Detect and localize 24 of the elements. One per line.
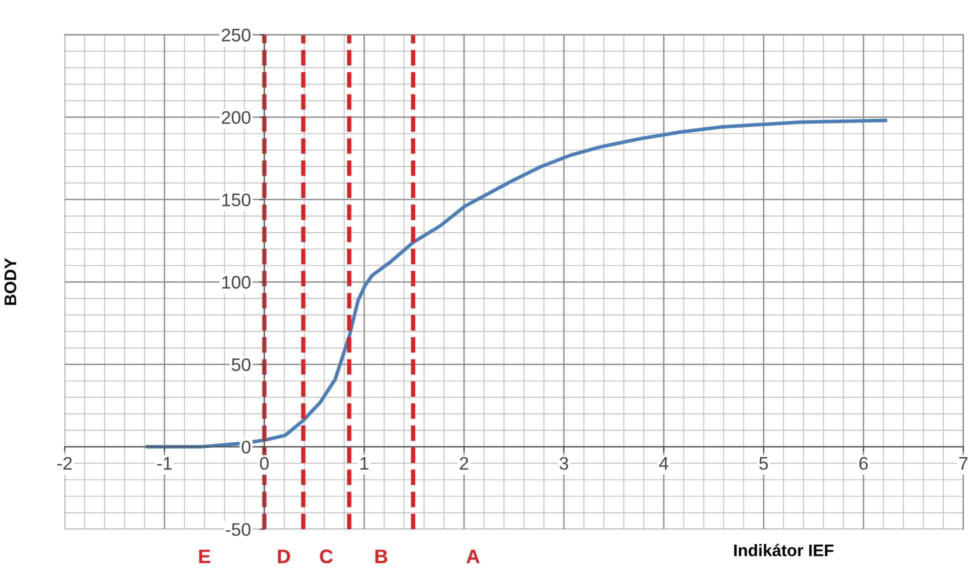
- y-tick-label: 150: [222, 193, 250, 206]
- x-tick-label: 2: [460, 456, 468, 470]
- y-tick-label: 250: [222, 28, 250, 42]
- y-tick-label: 0: [242, 440, 250, 454]
- text: D: [278, 550, 290, 564]
- x-tick-label: 0: [260, 456, 269, 470]
- text: C: [320, 550, 333, 564]
- x-tick-label: 3: [560, 456, 568, 470]
- text: E: [199, 550, 210, 564]
- y-tick-label: -50: [226, 523, 250, 536]
- text: B: [375, 550, 388, 564]
- x-tick-label: 7: [959, 457, 968, 470]
- y-tick-label: 200: [222, 111, 250, 124]
- x-tick-label: -1: [157, 457, 172, 470]
- y-tick-label: 100: [222, 276, 250, 289]
- y-axis-title: BODY: [4, 258, 16, 305]
- x-tick-label: -2: [57, 456, 72, 470]
- x-axis-title: Indikátor IEF: [734, 544, 834, 556]
- x-tick-label: 6: [859, 456, 868, 470]
- text: A: [466, 550, 480, 564]
- x-tick-label: 5: [759, 457, 768, 470]
- x-tick-label: 4: [659, 457, 668, 470]
- x-tick-label: 1: [360, 457, 368, 470]
- y-tick-label: 50: [232, 358, 250, 372]
